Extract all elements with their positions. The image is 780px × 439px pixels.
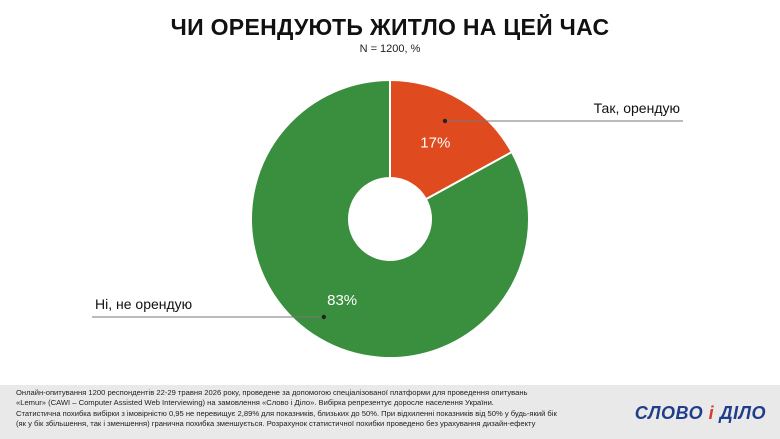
brand-logo: СЛОВО і ДІЛО <box>635 403 766 424</box>
category-label: Ні, не орендую <box>95 296 192 312</box>
donut-chart: 17% 83% Так, орендую Ні, не орендую <box>92 78 683 359</box>
leader-dot <box>321 314 327 320</box>
pie-slice <box>250 78 530 359</box>
footer: Онлайн-опитування 1200 респондентів 22-2… <box>0 385 780 439</box>
methodology-line: «Lemur» (CAWI – Computer Assisted Web In… <box>16 398 494 408</box>
logo-word-left: СЛОВО <box>634 403 704 423</box>
pie-slice <box>389 78 514 201</box>
value-label: 83% <box>327 292 357 309</box>
leader-dot <box>442 118 448 124</box>
methodology-note: Онлайн-опитування 1200 респондентів 22-2… <box>16 388 576 430</box>
chart-subtitle: N = 1200, % <box>359 43 421 55</box>
logo-word-mid: і <box>703 403 720 423</box>
chart-title: ЧИ ОРЕНДУЮТЬ ЖИТЛО НА ЦЕЙ ЧАС <box>170 14 610 40</box>
methodology-line: Онлайн-опитування 1200 респондентів 22-2… <box>16 388 528 397</box>
logo-word-right: ДІЛО <box>719 403 766 423</box>
methodology-line: (як у бік збільшення, так і зменшення) г… <box>16 419 536 429</box>
value-label: 17% <box>420 134 450 151</box>
category-label: Так, орендую <box>594 100 680 116</box>
methodology-line: Статистична похибка вибірки з імовірніст… <box>16 408 557 418</box>
